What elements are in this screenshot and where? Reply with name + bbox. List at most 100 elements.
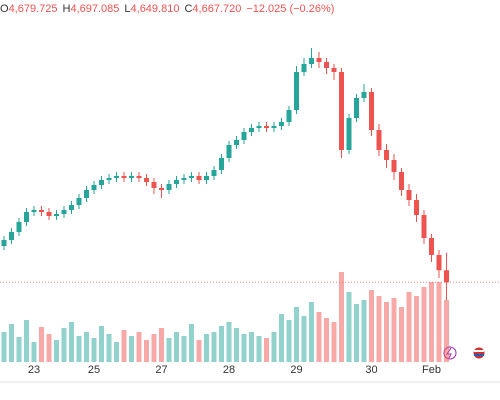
candle-body xyxy=(429,238,434,255)
candle-body xyxy=(399,172,404,190)
candle-body xyxy=(46,212,52,216)
candle-body xyxy=(421,215,427,238)
candle-body xyxy=(144,178,149,182)
volume-bar xyxy=(339,272,344,362)
volume-bar xyxy=(1,332,7,362)
volume-bar xyxy=(151,334,157,362)
candle-body xyxy=(129,176,134,178)
volume-bar xyxy=(31,342,37,362)
candle-body xyxy=(151,182,157,188)
volume-bar xyxy=(181,336,187,362)
header-label: O xyxy=(0,3,9,15)
candle-body xyxy=(54,214,59,216)
candle-body xyxy=(106,178,112,180)
volume-bar xyxy=(249,332,254,362)
candle-body xyxy=(346,118,352,150)
header-change: −12.025 (−0.26%) xyxy=(246,3,334,15)
candle-body xyxy=(271,126,277,128)
volume-bar xyxy=(301,316,307,362)
volume-bar xyxy=(166,338,172,362)
volume-bar xyxy=(54,340,59,362)
x-tick-label: 30 xyxy=(365,364,377,376)
candle-body xyxy=(16,222,22,232)
volume-bar xyxy=(9,324,14,362)
volume-bar xyxy=(106,334,112,362)
candle-body xyxy=(226,145,232,158)
x-tick-label: 29 xyxy=(290,364,302,376)
volume-pane xyxy=(1,272,449,362)
candle-body xyxy=(339,72,344,150)
volume-bar xyxy=(406,292,412,362)
header-value: 4,679.725 xyxy=(9,3,58,15)
volume-bar xyxy=(444,300,449,362)
volume-bar xyxy=(219,326,224,362)
candle-body xyxy=(256,126,262,128)
volume-bar xyxy=(234,328,239,362)
volume-bar xyxy=(46,334,52,362)
candle-body xyxy=(91,185,97,190)
volume-bar xyxy=(309,302,314,362)
volume-bar xyxy=(414,296,419,362)
volume-bar xyxy=(436,282,442,362)
candle-body xyxy=(391,160,397,172)
volume-bar xyxy=(286,320,292,362)
volume-bar xyxy=(226,322,232,362)
candle-body xyxy=(361,92,367,98)
volume-bar xyxy=(129,336,134,362)
volume-bar xyxy=(61,328,67,362)
candle-body xyxy=(211,170,217,176)
x-tick-label: 27 xyxy=(155,364,167,376)
volume-bar xyxy=(24,320,29,362)
candle-body xyxy=(444,270,449,283)
header-value: 4,667.720 xyxy=(192,3,241,15)
volume-bar xyxy=(174,332,179,362)
candle-body xyxy=(166,184,172,190)
candle-body xyxy=(301,64,307,72)
volume-bar xyxy=(91,338,97,362)
bottom-icons[interactable] xyxy=(443,346,486,360)
candle-body xyxy=(136,176,142,178)
candle-body xyxy=(174,180,179,184)
candle-body xyxy=(189,176,194,178)
candle-body xyxy=(234,140,239,145)
candle-body xyxy=(99,180,104,185)
volume-bar xyxy=(114,342,119,362)
header-value: 4,649.810 xyxy=(131,3,180,15)
volume-bar xyxy=(121,330,127,362)
candle-body xyxy=(219,158,224,170)
candle-body xyxy=(316,58,322,62)
candle-body xyxy=(354,98,359,118)
volume-bar xyxy=(369,290,374,362)
candle-body xyxy=(376,130,382,150)
header-label: L xyxy=(124,3,130,15)
volume-bar xyxy=(399,307,404,362)
volume-bar xyxy=(331,322,337,362)
volume-bar xyxy=(39,327,44,362)
volume-bar xyxy=(189,324,194,362)
candle-body xyxy=(264,126,269,128)
volume-bar xyxy=(16,337,22,362)
volume-bar xyxy=(136,332,142,362)
x-tick-label: 28 xyxy=(223,364,235,376)
candle-body xyxy=(181,178,187,180)
candle-body xyxy=(9,232,14,240)
candle-body xyxy=(324,62,329,68)
ohlc-header: O4,679.725 H4,697.085 L4,649.810 C4,667.720… xyxy=(0,3,334,15)
volume-bar xyxy=(361,300,367,362)
x-tick-label: 25 xyxy=(88,364,100,376)
candle-body xyxy=(436,255,442,271)
volume-bar xyxy=(346,292,352,362)
volume-bar xyxy=(256,336,262,362)
candle-body xyxy=(369,92,374,130)
volume-bar xyxy=(421,287,427,362)
candle-body xyxy=(24,212,29,222)
candle-body xyxy=(114,176,119,178)
volume-bar xyxy=(204,334,209,362)
candle-body xyxy=(249,128,254,132)
candle-body xyxy=(384,150,389,160)
price-pane xyxy=(1,48,449,301)
flag-icon[interactable] xyxy=(472,346,486,360)
volume-bar xyxy=(211,332,217,362)
volume-bar xyxy=(241,334,247,362)
